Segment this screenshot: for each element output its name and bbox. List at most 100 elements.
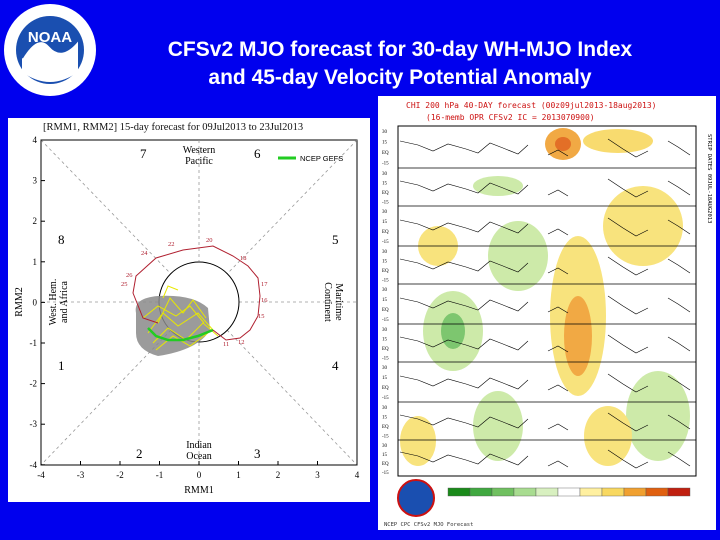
latitude-label: EQ (382, 308, 389, 313)
latitude-label: EQ (382, 462, 389, 467)
svg-text:11: 11 (223, 341, 229, 348)
x-tick-label: 3 (315, 470, 320, 480)
y-tick-label: 0 (33, 297, 38, 307)
latitude-label: 30 (382, 210, 388, 215)
y-tick-label: 3 (33, 176, 38, 186)
x-tick-label: -2 (116, 470, 124, 480)
forecast-mean-track (147, 327, 214, 342)
mjo-phase-diagram: [RMM1, RMM2] 15-day forecast for 09Jul20… (8, 118, 370, 502)
x-tick-label: -4 (37, 470, 45, 480)
latitude-label: 15 (382, 376, 388, 381)
region-indian-ocean: Indian Ocean (186, 440, 212, 462)
color-bar-swatch (579, 487, 603, 497)
svg-text:25: 25 (121, 281, 128, 288)
y-tick-label: -2 (30, 379, 38, 389)
x-tick-label: 4 (355, 470, 360, 480)
phase-6-label: 6 (254, 146, 261, 161)
latitude-label: 15 (382, 141, 388, 146)
phase-7-label: 7 (140, 146, 147, 161)
latitude-label: 15 (382, 220, 388, 225)
coastline-strip (399, 178, 691, 198)
latitude-label: EQ (382, 151, 389, 156)
latitude-label: 15 (382, 298, 388, 303)
color-bar-swatch (469, 487, 493, 497)
svg-text:16: 16 (261, 297, 268, 304)
latitude-label: 30 (382, 288, 388, 293)
color-bar-swatch (447, 487, 471, 497)
x-tick-label: 1 (236, 470, 241, 480)
color-bar-swatch (491, 487, 515, 497)
svg-text:18: 18 (240, 255, 247, 262)
observed-day-labels: 25 26 24 22 20 18 17 16 15 12 11 (121, 237, 268, 348)
slide-title-line1: CFSv2 MJO forecast for 30-day WH-MJO Ind… (167, 38, 633, 61)
color-bar-swatch (645, 487, 669, 497)
svg-text:24: 24 (141, 250, 148, 257)
latitude-label: -15 (382, 240, 389, 245)
color-bar-swatch (601, 487, 625, 497)
y-tick-label: 4 (33, 135, 38, 145)
svg-text:15: 15 (258, 313, 265, 320)
latitude-label: -15 (382, 396, 389, 401)
phase-1-label: 1 (58, 358, 65, 373)
latitude-label: 15 (382, 453, 388, 458)
latitude-label: EQ (382, 425, 389, 430)
color-bar-swatch (667, 487, 691, 497)
phase-4-label: 4 (332, 358, 339, 373)
y-tick-label: -1 (30, 338, 38, 348)
y-tick-label: 1 (33, 257, 38, 267)
latitude-label: -15 (382, 357, 389, 362)
latitude-label: EQ (382, 269, 389, 274)
latitude-label: EQ (382, 386, 389, 391)
coastline-strip (399, 449, 691, 469)
phase-diagram-title: [RMM1, RMM2] 15-day forecast for 09Jul20… (43, 122, 303, 133)
latitude-label: 30 (382, 172, 388, 177)
phase-5-label: 5 (332, 232, 339, 247)
svg-text:17: 17 (261, 281, 268, 288)
coastline-strip (399, 295, 691, 315)
color-bar-swatch (513, 487, 537, 497)
slide-title-line2: and 45-day Velocity Potential Anomaly (208, 66, 592, 89)
y-axis-label: RMM2 (14, 287, 25, 316)
x-tick-label: 2 (276, 470, 281, 480)
coastline-strip (399, 412, 691, 432)
region-western-pacific: Western Pacific (183, 145, 216, 167)
observed-track (132, 245, 261, 341)
x-axis-label: RMM1 (184, 485, 213, 496)
color-bar-swatch (557, 487, 581, 497)
latitude-label: -15 (382, 279, 389, 284)
hovmoller-footer: NCEP CPC CFSv2 MJO Forecast (384, 522, 473, 528)
svg-text:20: 20 (206, 237, 213, 244)
latitude-label: 15 (382, 182, 388, 187)
x-tick-label: -3 (77, 470, 85, 480)
region-maritime-continent: MaritimeContinent (322, 282, 344, 322)
latitude-label: -15 (382, 201, 389, 206)
phase-8-label: 8 (58, 232, 65, 247)
nws-logo (397, 479, 435, 517)
svg-text:12: 12 (238, 339, 245, 346)
latitude-label: -15 (382, 471, 389, 476)
y-tick-label: 2 (33, 216, 38, 226)
latitude-label: 30 (382, 130, 388, 135)
svg-text:22: 22 (168, 241, 175, 248)
coastlines (399, 138, 691, 469)
noaa-logo: NOAA (4, 4, 96, 96)
latitude-labels: 30 15 EQ -15 30 15 EQ -15 30 15 EQ -15 30 15 EQ -15 30 15… (382, 130, 389, 476)
color-bar-swatch (623, 487, 647, 497)
region-west-hem-africa: West. Hem.and Africa (48, 279, 70, 326)
velocity-potential-hovmoller: CHI 200 hPa 40-DAY forecast (00z09jul201… (378, 96, 716, 530)
latitude-label: 30 (382, 366, 388, 371)
coastline-strip (399, 138, 691, 158)
ensemble-spread (135, 295, 210, 356)
coastline-strip (399, 373, 691, 393)
svg-text:NOAA: NOAA (28, 29, 72, 46)
color-bar-swatch (535, 487, 559, 497)
x-axis-ticks: -4 -3 -2 -1 0 1 2 3 4 (37, 461, 360, 480)
color-bar (447, 487, 691, 497)
slide-title: CFSv2 MJO forecast for 30-day WH-MJO Ind… (80, 36, 720, 92)
x-tick-label: 0 (197, 470, 202, 480)
latitude-label: -15 (382, 318, 389, 323)
latitude-label: EQ (382, 347, 389, 352)
svg-text:26: 26 (126, 272, 133, 279)
hovmoller-side-caption: STRIP DATES 09JUL-18AUG2013 (706, 134, 712, 223)
latitude-label: 15 (382, 416, 388, 421)
